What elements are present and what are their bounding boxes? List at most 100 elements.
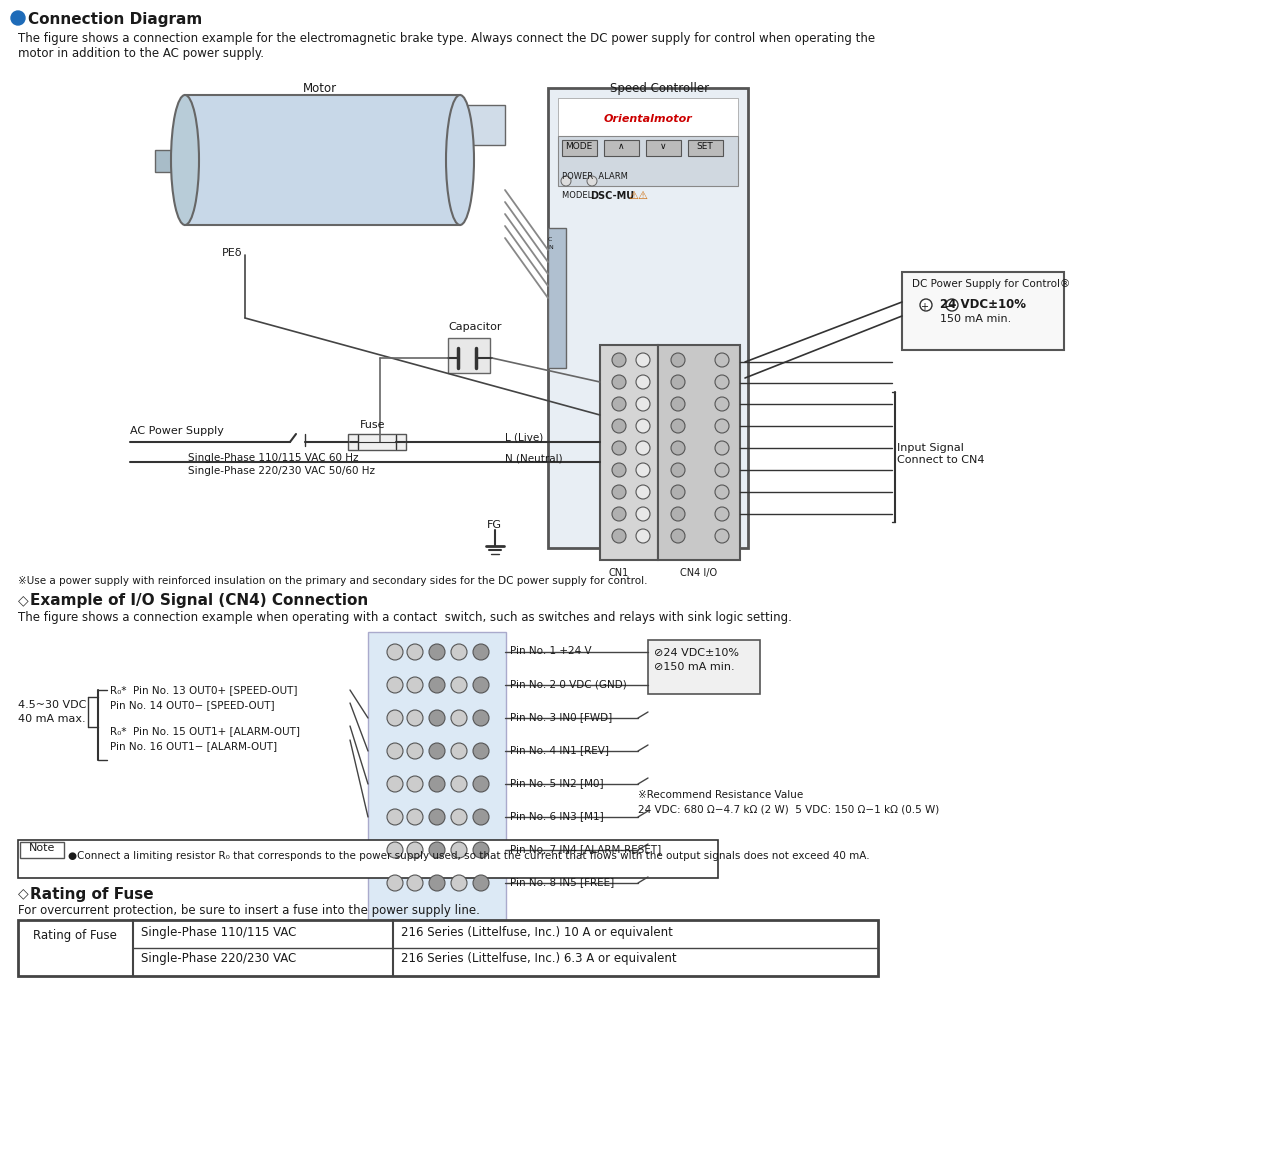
- Circle shape: [407, 776, 422, 792]
- Text: Rating of Fuse: Rating of Fuse: [33, 928, 116, 942]
- Text: Input Signal: Input Signal: [897, 443, 964, 454]
- Circle shape: [474, 709, 489, 726]
- Text: Pin No. 14 OUT0− [SPEED-OUT]: Pin No. 14 OUT0− [SPEED-OUT]: [110, 700, 275, 709]
- Text: Fuse: Fuse: [360, 420, 385, 430]
- Circle shape: [474, 842, 489, 858]
- Text: L (Live): L (Live): [506, 431, 543, 442]
- Circle shape: [451, 776, 467, 792]
- Circle shape: [716, 463, 730, 477]
- Text: Pin No. 2 0 VDC (GND): Pin No. 2 0 VDC (GND): [509, 679, 627, 688]
- Circle shape: [716, 419, 730, 433]
- Text: R₀*  Pin No. 15 OUT1+ [ALARM-OUT]: R₀* Pin No. 15 OUT1+ [ALARM-OUT]: [110, 726, 300, 736]
- Text: ※Recommend Resistance Value: ※Recommend Resistance Value: [637, 790, 804, 800]
- Bar: [454, 105, 506, 145]
- Circle shape: [387, 776, 403, 792]
- Circle shape: [671, 529, 685, 543]
- Circle shape: [636, 354, 650, 368]
- Circle shape: [407, 677, 422, 693]
- Circle shape: [407, 842, 422, 858]
- Circle shape: [716, 354, 730, 368]
- Circle shape: [716, 485, 730, 499]
- Circle shape: [561, 176, 571, 186]
- Circle shape: [474, 644, 489, 659]
- Circle shape: [612, 485, 626, 499]
- Text: motor in addition to the AC power supply.: motor in addition to the AC power supply…: [18, 47, 264, 60]
- Bar: [646, 140, 681, 156]
- Circle shape: [451, 743, 467, 759]
- Circle shape: [920, 299, 932, 311]
- Circle shape: [636, 397, 650, 411]
- Text: Pin No. 6 IN3 [M1]: Pin No. 6 IN3 [M1]: [509, 811, 604, 821]
- Circle shape: [612, 397, 626, 411]
- Bar: [18, 920, 878, 976]
- Text: Single-Phase 220/230 VAC 50/60 Hz: Single-Phase 220/230 VAC 50/60 Hz: [188, 466, 375, 476]
- Circle shape: [716, 529, 730, 543]
- Bar: [604, 140, 639, 156]
- Text: Note: Note: [29, 843, 55, 852]
- Circle shape: [636, 507, 650, 521]
- Circle shape: [407, 875, 422, 891]
- Circle shape: [429, 875, 445, 891]
- Bar: [155, 150, 187, 172]
- Text: The figure shows a connection example for the electromagnetic brake type. Always: The figure shows a connection example fo…: [18, 33, 876, 45]
- Circle shape: [671, 419, 685, 433]
- Text: Pin No. 16 OUT1− [ALARM-OUT]: Pin No. 16 OUT1− [ALARM-OUT]: [110, 741, 278, 751]
- Text: Capacitor: Capacitor: [448, 322, 502, 331]
- Circle shape: [636, 419, 650, 433]
- Circle shape: [387, 677, 403, 693]
- Bar: [448, 338, 490, 373]
- Bar: [20, 842, 64, 858]
- Text: For overcurrent protection, be sure to insert a fuse into the power supply line.: For overcurrent protection, be sure to i…: [18, 904, 480, 916]
- Text: ◇: ◇: [18, 886, 28, 900]
- Text: ∨: ∨: [659, 142, 667, 151]
- Bar: [186, 95, 460, 224]
- Text: ●Connect a limiting resistor R₀ that corresponds to the power supply used, so th: ●Connect a limiting resistor R₀ that cor…: [68, 851, 869, 861]
- Text: ⊘150 mA min.: ⊘150 mA min.: [654, 662, 735, 672]
- Circle shape: [612, 507, 626, 521]
- Circle shape: [407, 709, 422, 726]
- Bar: [600, 345, 658, 561]
- Text: ⚠⚠: ⚠⚠: [628, 191, 648, 201]
- Text: ◇: ◇: [18, 593, 28, 607]
- Text: R₀*  Pin No. 13 OUT0+ [SPEED-OUT]: R₀* Pin No. 13 OUT0+ [SPEED-OUT]: [110, 685, 297, 695]
- Bar: [648, 640, 760, 694]
- Text: Speed Controller: Speed Controller: [611, 83, 709, 95]
- Text: MODEL: MODEL: [562, 191, 595, 200]
- Text: ※Use a power supply with reinforced insulation on the primary and secondary side: ※Use a power supply with reinforced insu…: [18, 576, 648, 586]
- Circle shape: [387, 709, 403, 726]
- Text: FG: FG: [486, 520, 502, 530]
- Text: SET: SET: [696, 142, 713, 151]
- Text: Single-Phase 110/115 VAC 60 Hz: Single-Phase 110/115 VAC 60 Hz: [188, 454, 358, 463]
- Circle shape: [387, 743, 403, 759]
- Circle shape: [387, 809, 403, 825]
- Text: N (Neutral): N (Neutral): [506, 454, 563, 463]
- Circle shape: [671, 374, 685, 388]
- Text: DSC-MU: DSC-MU: [590, 191, 634, 201]
- Circle shape: [387, 842, 403, 858]
- Bar: [548, 228, 566, 368]
- Text: 216 Series (Littelfuse, Inc.) 10 A or equivalent: 216 Series (Littelfuse, Inc.) 10 A or eq…: [401, 926, 673, 939]
- Circle shape: [407, 809, 422, 825]
- Circle shape: [474, 875, 489, 891]
- Text: Connect to CN4: Connect to CN4: [897, 455, 984, 465]
- Circle shape: [612, 529, 626, 543]
- Circle shape: [671, 485, 685, 499]
- Circle shape: [636, 441, 650, 455]
- Text: DC Power Supply for Control®: DC Power Supply for Control®: [911, 279, 1070, 288]
- Circle shape: [429, 709, 445, 726]
- Circle shape: [451, 809, 467, 825]
- Circle shape: [429, 743, 445, 759]
- Text: 24 VDC±10%: 24 VDC±10%: [940, 298, 1027, 311]
- Circle shape: [474, 677, 489, 693]
- Bar: [548, 88, 748, 548]
- Bar: [18, 840, 718, 878]
- Text: Pin No. 4 IN1 [REV]: Pin No. 4 IN1 [REV]: [509, 745, 609, 755]
- Text: Pin No. 3 IN0 [FWD]: Pin No. 3 IN0 [FWD]: [509, 712, 612, 722]
- Circle shape: [946, 299, 957, 311]
- Circle shape: [671, 354, 685, 368]
- Bar: [558, 98, 739, 136]
- Circle shape: [429, 809, 445, 825]
- Text: 40 mA max.: 40 mA max.: [18, 714, 86, 725]
- Text: Single-Phase 110/115 VAC: Single-Phase 110/115 VAC: [141, 926, 297, 939]
- Text: Motor: Motor: [303, 83, 337, 95]
